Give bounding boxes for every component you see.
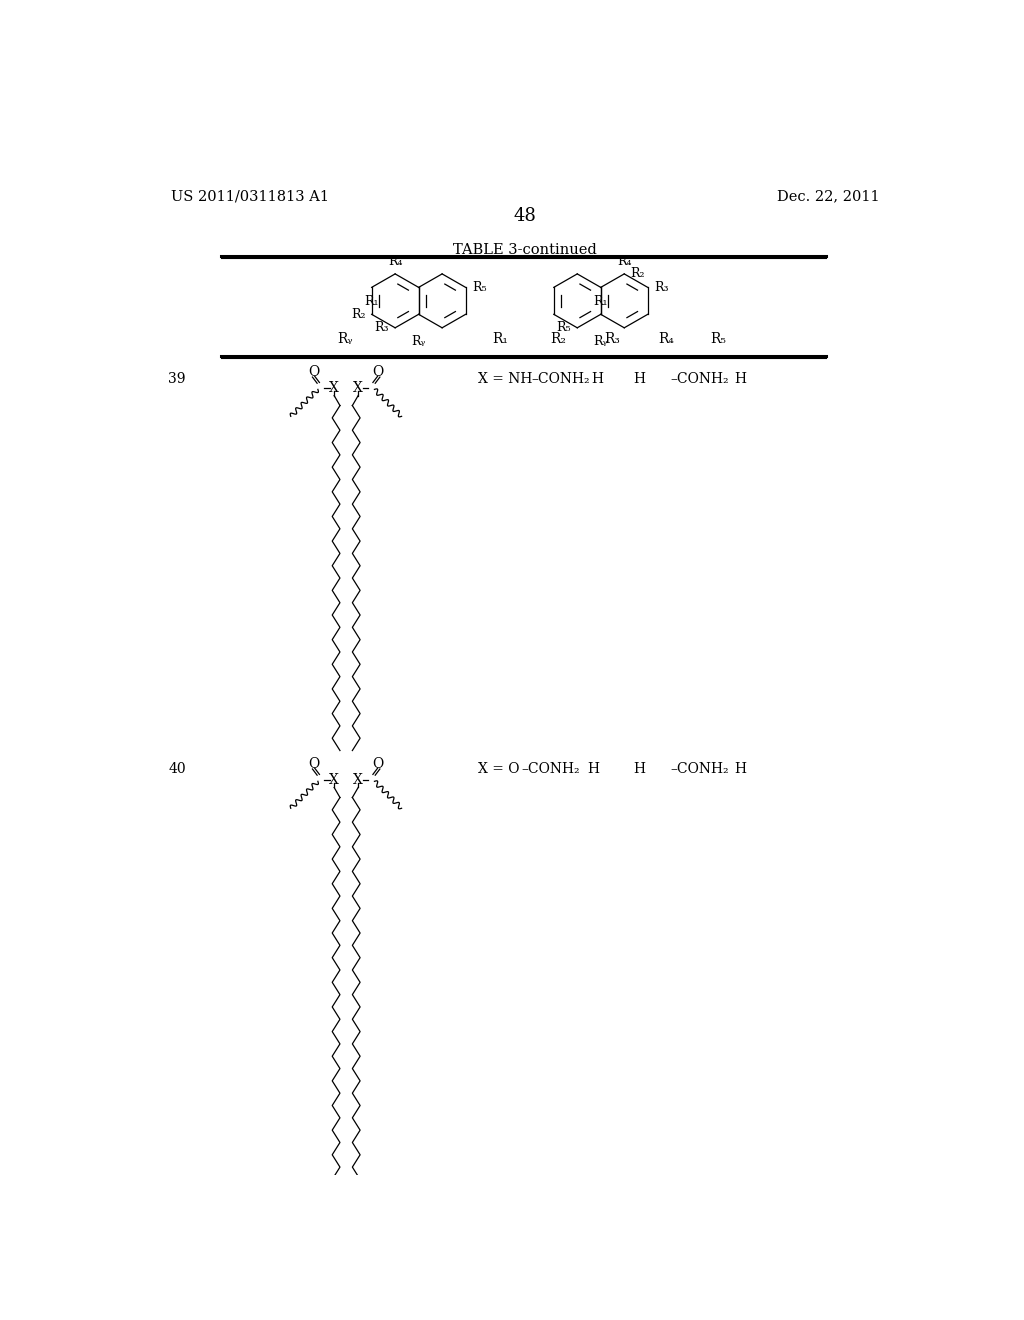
- Text: H: H: [591, 372, 603, 385]
- Text: –CONH₂: –CONH₂: [671, 372, 729, 385]
- Text: H: H: [734, 372, 746, 385]
- Text: Rᵧ: Rᵧ: [594, 335, 608, 348]
- Text: Dec. 22, 2011: Dec. 22, 2011: [777, 189, 880, 203]
- Text: R₄: R₄: [658, 331, 675, 346]
- Text: R₅: R₅: [472, 281, 486, 294]
- Text: O: O: [373, 758, 384, 771]
- Text: 40: 40: [168, 762, 186, 776]
- Text: R₅: R₅: [711, 331, 726, 346]
- Text: O: O: [308, 758, 319, 771]
- Text: X: X: [329, 381, 339, 395]
- Text: R₃: R₃: [604, 331, 621, 346]
- Text: H: H: [634, 372, 645, 385]
- Text: R₄: R₄: [617, 255, 632, 268]
- Text: X = O: X = O: [478, 762, 520, 776]
- Text: R₁: R₁: [365, 296, 379, 308]
- Text: –CONH₂: –CONH₂: [671, 762, 729, 776]
- Text: R₃: R₃: [375, 321, 389, 334]
- Text: R₂: R₂: [351, 308, 366, 321]
- Text: X = NH: X = NH: [478, 372, 532, 385]
- Text: –CONH₂: –CONH₂: [531, 372, 590, 385]
- Text: O: O: [308, 366, 319, 379]
- Text: O: O: [373, 366, 384, 379]
- Text: TABLE 3-continued: TABLE 3-continued: [453, 243, 597, 257]
- Text: R₁: R₁: [594, 296, 608, 308]
- Text: H: H: [734, 762, 746, 776]
- Text: R₃: R₃: [654, 281, 669, 294]
- Text: X: X: [329, 772, 339, 787]
- Text: H: H: [587, 762, 599, 776]
- Text: 39: 39: [168, 372, 185, 385]
- Text: R₂: R₂: [631, 268, 645, 280]
- Text: X: X: [353, 772, 364, 787]
- Text: 48: 48: [513, 207, 537, 224]
- Text: R₄: R₄: [388, 255, 402, 268]
- Text: R₁: R₁: [493, 331, 508, 346]
- Text: US 2011/0311813 A1: US 2011/0311813 A1: [171, 189, 329, 203]
- Text: R₂: R₂: [550, 331, 566, 346]
- Text: Rᵧ: Rᵧ: [412, 335, 426, 348]
- Text: H: H: [634, 762, 645, 776]
- Text: R₅: R₅: [556, 321, 571, 334]
- Text: Rᵧ: Rᵧ: [337, 331, 353, 346]
- Text: X: X: [353, 381, 364, 395]
- Text: –CONH₂: –CONH₂: [521, 762, 580, 776]
